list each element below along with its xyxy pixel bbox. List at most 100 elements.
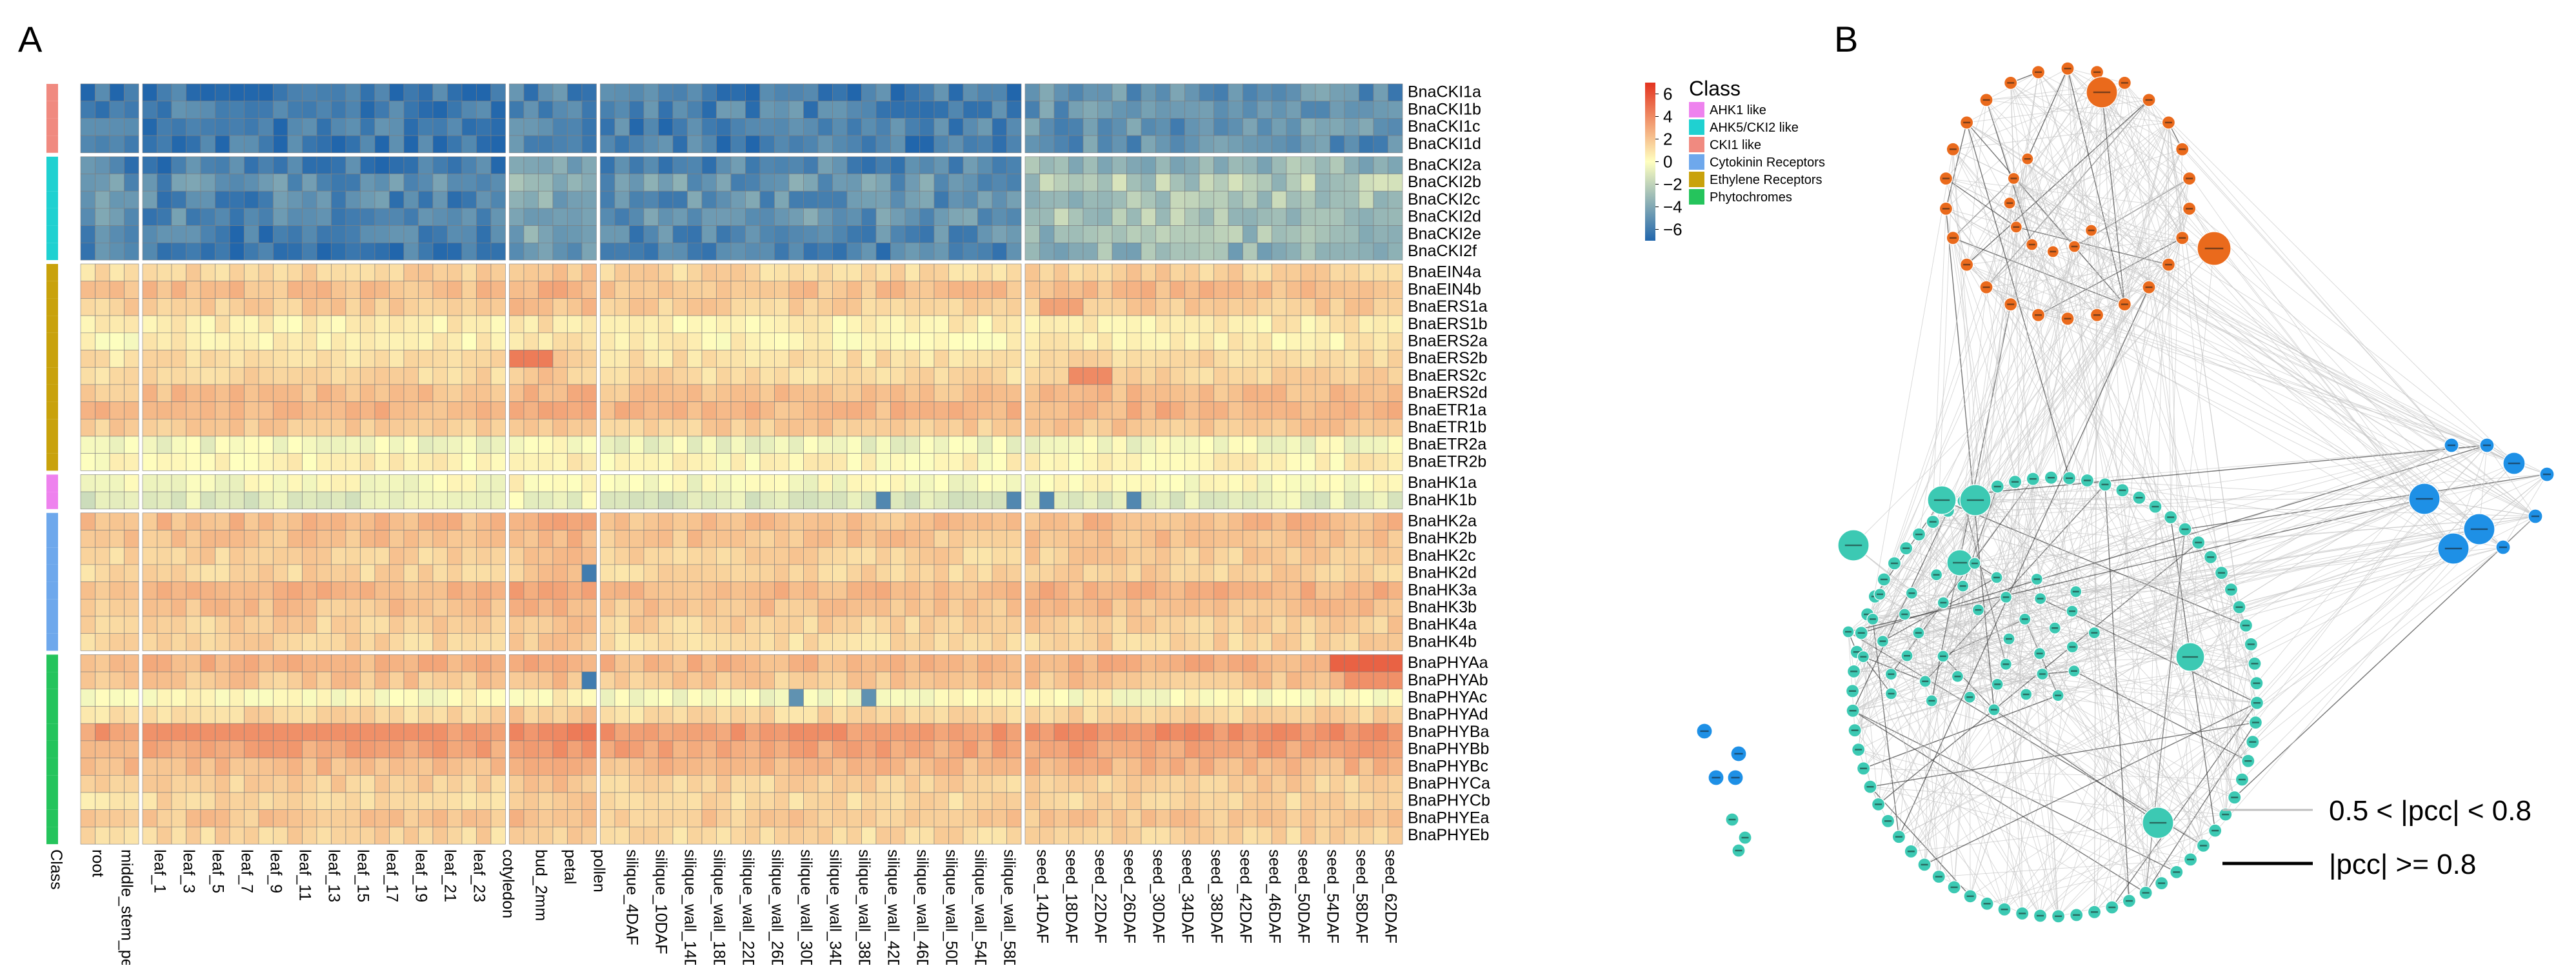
heatmap-cell bbox=[404, 707, 419, 724]
heatmap-cell bbox=[601, 264, 615, 281]
heatmap-cell bbox=[568, 419, 583, 436]
heatmap-cell bbox=[125, 565, 139, 582]
heatmap-cell bbox=[1127, 741, 1142, 758]
heatmap-cell bbox=[390, 741, 404, 758]
heatmap-cell bbox=[1025, 118, 1040, 136]
heatmap-cell bbox=[81, 385, 95, 402]
heatmap-cell bbox=[1040, 654, 1055, 672]
heatmap-cell bbox=[491, 174, 506, 192]
heatmap-cell bbox=[390, 226, 404, 243]
heatmap-cell bbox=[303, 810, 317, 827]
heatmap-cell bbox=[1243, 419, 1258, 436]
heatmap-cell bbox=[539, 298, 554, 316]
heatmap-cell bbox=[1156, 582, 1171, 600]
heatmap-cell bbox=[891, 547, 906, 565]
heatmap-cell bbox=[804, 316, 819, 333]
heatmap-cell bbox=[259, 333, 274, 350]
heatmap-cell bbox=[186, 547, 201, 565]
heatmap-cell bbox=[332, 634, 346, 651]
heatmap-cell bbox=[630, 582, 644, 600]
heatmap-cell bbox=[361, 758, 375, 776]
heatmap-cell bbox=[920, 243, 935, 260]
heatmap-cell bbox=[1007, 672, 1022, 689]
heatmap-cell bbox=[920, 84, 935, 101]
heatmap-cell bbox=[259, 758, 274, 776]
heatmap-cell bbox=[862, 723, 877, 741]
heatmap-cell bbox=[1054, 226, 1069, 243]
heatmap-cell bbox=[433, 513, 448, 530]
heatmap-cell bbox=[1301, 654, 1316, 672]
heatmap-cell bbox=[230, 474, 245, 492]
heatmap-cell bbox=[230, 654, 245, 672]
heatmap-cell bbox=[317, 547, 332, 565]
heatmap-cell bbox=[346, 157, 361, 174]
heatmap-cell bbox=[1127, 157, 1142, 174]
heatmap-cell bbox=[688, 226, 703, 243]
heatmap-cell bbox=[172, 741, 186, 758]
heatmap-cell bbox=[862, 281, 877, 299]
heatmap-cell bbox=[601, 827, 615, 844]
heatmap-cell bbox=[433, 547, 448, 565]
heatmap-cell bbox=[804, 775, 819, 792]
heatmap-cell bbox=[920, 810, 935, 827]
heatmap-cell bbox=[1170, 101, 1185, 119]
heatmap-row-label: BnaHK1a bbox=[1408, 474, 1477, 492]
heatmap-cell bbox=[630, 333, 644, 350]
heatmap-cell bbox=[659, 634, 674, 651]
heatmap-cell bbox=[1272, 281, 1287, 299]
heatmap-cell bbox=[775, 402, 790, 419]
heatmap-cell bbox=[1054, 707, 1069, 724]
heatmap-cell bbox=[1054, 672, 1069, 689]
heatmap-cell bbox=[1199, 565, 1214, 582]
heatmap-cell bbox=[230, 419, 245, 436]
heatmap-cell bbox=[1170, 792, 1185, 810]
heatmap-cell bbox=[448, 157, 463, 174]
heatmap-cell bbox=[448, 599, 463, 616]
network-node-tag bbox=[2048, 477, 2055, 478]
heatmap-cell bbox=[361, 385, 375, 402]
heatmap-cell bbox=[1083, 707, 1098, 724]
heatmap-cell bbox=[491, 436, 506, 454]
heatmap-cell bbox=[760, 136, 775, 153]
heatmap-cell bbox=[361, 367, 375, 385]
heatmap-cell bbox=[920, 672, 935, 689]
heatmap-cell bbox=[433, 136, 448, 153]
heatmap-cell bbox=[346, 316, 361, 333]
heatmap-cell bbox=[905, 474, 920, 492]
heatmap-cell bbox=[375, 101, 390, 119]
heatmap-cell bbox=[259, 454, 274, 471]
heatmap-cell bbox=[524, 599, 539, 616]
heatmap-cell bbox=[1199, 333, 1214, 350]
heatmap-column-label: silique_wall_42DAF bbox=[884, 849, 902, 965]
heatmap-cell bbox=[862, 385, 877, 402]
heatmap-cell bbox=[702, 792, 717, 810]
heatmap-cell bbox=[760, 118, 775, 136]
heatmap-cell bbox=[81, 654, 95, 672]
heatmap-cell bbox=[1112, 385, 1127, 402]
heatmap-cell bbox=[1344, 419, 1359, 436]
heatmap-cell bbox=[833, 775, 848, 792]
heatmap-cell bbox=[833, 492, 848, 509]
heatmap-cell bbox=[1373, 792, 1388, 810]
heatmap-cell bbox=[1156, 208, 1171, 226]
heatmap-cell bbox=[905, 547, 920, 565]
heatmap-cell bbox=[317, 243, 332, 260]
heatmap-cell bbox=[1344, 298, 1359, 316]
heatmap-cell bbox=[1083, 316, 1098, 333]
heatmap-cell bbox=[361, 350, 375, 368]
heatmap-cell bbox=[1286, 672, 1301, 689]
heatmap-cell bbox=[876, 513, 891, 530]
heatmap-cell bbox=[1007, 157, 1022, 174]
heatmap-cell bbox=[433, 350, 448, 368]
heatmap-cell bbox=[1344, 513, 1359, 530]
heatmap-cell bbox=[230, 385, 245, 402]
heatmap-cell bbox=[818, 689, 833, 707]
heatmap-row-label: BnaERS2d bbox=[1408, 384, 1488, 402]
heatmap-cell bbox=[1388, 634, 1403, 651]
heatmap-cell bbox=[702, 281, 717, 299]
heatmap-cell bbox=[644, 654, 659, 672]
heatmap-cell bbox=[1170, 136, 1185, 153]
heatmap-cell bbox=[172, 333, 186, 350]
heatmap-cell bbox=[1127, 367, 1142, 385]
heatmap-cell bbox=[143, 530, 157, 548]
